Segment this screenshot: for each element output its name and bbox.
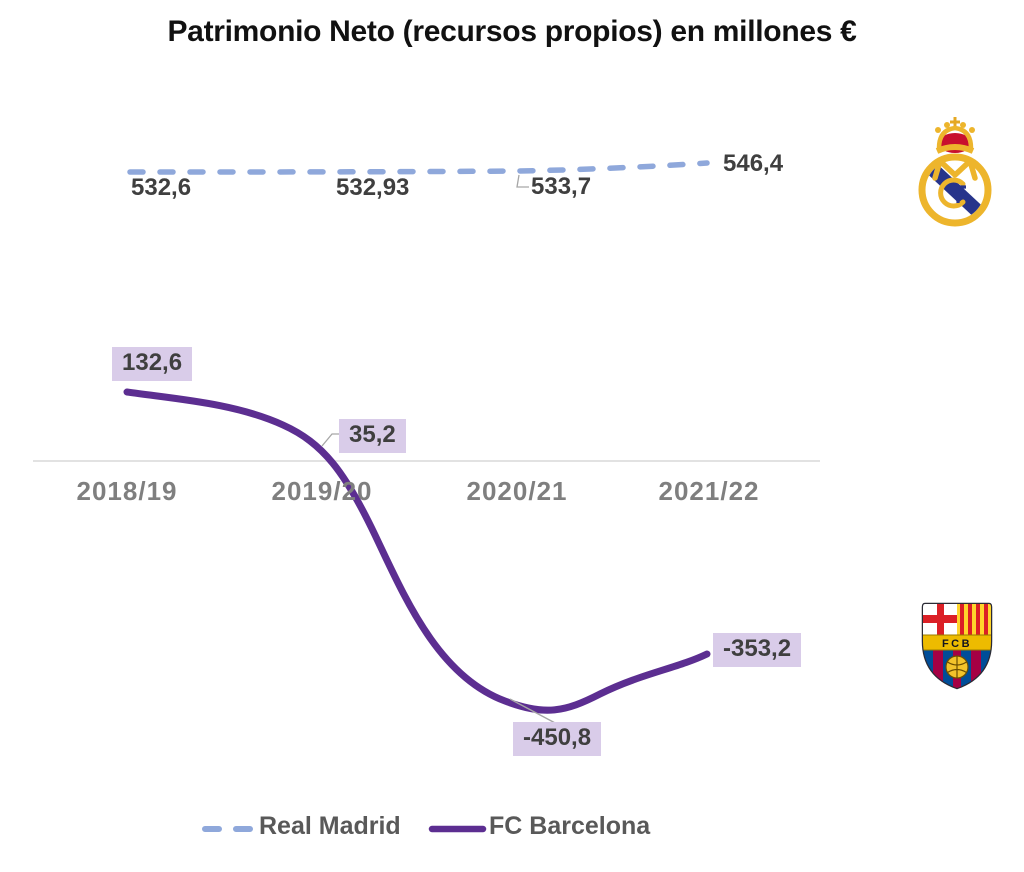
x-axis-label-2018-19: 2018/19 <box>76 476 178 506</box>
value-label-rm-2018-19: 532,6 <box>131 174 192 201</box>
x-axis-label-2020-21: 2020/21 <box>466 476 568 506</box>
value-label-fcb-2020-21: -450,8 <box>513 722 602 757</box>
real-madrid-crest-icon <box>918 117 992 227</box>
fc-barcelona-crest-icon: FCB <box>921 602 993 690</box>
fcb-monogram-text: FCB <box>942 638 972 650</box>
legend-label-real-madrid: Real Madrid <box>259 812 401 840</box>
x-axis-label-2019-20: 2019/20 <box>271 476 373 506</box>
rm-crown-pearl-icon <box>944 122 950 128</box>
value-label-fcb-2021-22: -353,2 <box>713 633 802 668</box>
leader-line-533-7 <box>516 174 529 188</box>
rm-monogram-m-icon <box>932 158 978 181</box>
rm-monogram-c-icon <box>938 177 966 209</box>
value-label-rm-2020-21: 533,7 <box>531 173 592 200</box>
chart-title: Patrimonio Neto (recursos propios) en mi… <box>167 15 857 48</box>
rm-crown-base-icon <box>935 144 975 154</box>
value-label-fcb-2018-19: 132,6 <box>112 347 193 382</box>
leader-line-450-8 <box>509 698 558 725</box>
value-label-rm-2021-22: 546,4 <box>723 150 784 177</box>
value-label-fcb-2019-20: 35,2 <box>339 419 406 454</box>
rm-crown-pearl-icon <box>960 122 966 128</box>
rm-crown-arches-icon <box>936 125 974 149</box>
rm-monogram-f-icon <box>956 185 966 203</box>
fcb-ball-seams-icon <box>947 656 967 678</box>
value-label-rm-2019-20: 532,93 <box>336 174 410 201</box>
rm-crown-cross-icon <box>950 117 960 127</box>
leader-line-35-2 <box>321 433 339 447</box>
x-axis-label-2021-22: 2021/22 <box>658 476 760 506</box>
fc-barcelona-line <box>123 388 711 714</box>
legend-label-fc-barcelona: FC Barcelona <box>489 812 651 840</box>
rm-crown-pearl-icon <box>969 127 975 133</box>
real-madrid-line <box>127 160 710 175</box>
rm-crown-pearl-icon <box>935 127 941 133</box>
